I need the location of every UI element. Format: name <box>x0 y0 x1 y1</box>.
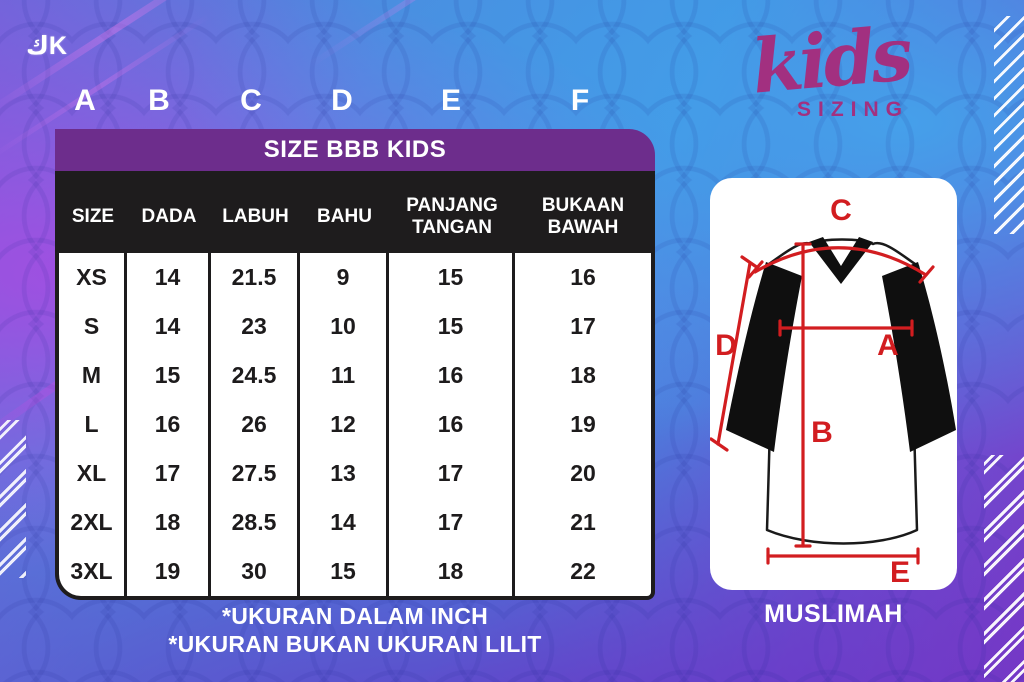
value-cell: 19 <box>570 411 596 437</box>
column-letter-a: A <box>74 84 96 117</box>
value-cell: 13 <box>300 449 389 498</box>
value-cell: 16 <box>389 400 515 449</box>
value-cell: 21.5 <box>211 253 300 302</box>
value-cell: 14 <box>127 302 211 351</box>
measure-label-a: A <box>877 329 899 362</box>
value-cell: 17 <box>389 498 515 547</box>
value-cell: 17 <box>389 449 515 498</box>
value-cell: 14 <box>300 498 389 547</box>
column-letter-b: B <box>148 84 170 117</box>
footnotes: *UKURAN DALAM INCH *UKURAN BUKAN UKURAN … <box>55 602 655 658</box>
kids-logo-subtitle: SIZING <box>796 98 909 122</box>
value-cell: 18 <box>127 498 211 547</box>
measure-label-c: C <box>830 194 852 227</box>
value-cell: 15 <box>389 253 515 302</box>
column-header-bukaan-bawah: BUKAAN BAWAH <box>541 194 625 238</box>
value-cell: 22 <box>570 558 596 584</box>
value-cell: 26 <box>211 400 300 449</box>
measure-label-e: E <box>889 556 911 589</box>
stripe-decoration-right-bottom <box>984 455 1024 682</box>
value-cell: 30 <box>211 547 300 596</box>
table-header-row: SIZE DADA LABUH BAHU PANJANG TANGAN BUKA… <box>55 171 655 253</box>
value-cell: 12 <box>300 400 389 449</box>
value-cell: 20 <box>570 460 596 486</box>
value-cell: 23 <box>211 302 300 351</box>
size-table: SIZE BBB KIDS SIZE DADA LABUH BAHU PANJA… <box>55 129 655 600</box>
column-header-bahu: BAHU <box>317 205 372 227</box>
size-cell: 2XL <box>59 498 127 547</box>
pink-streak-decoration <box>308 0 522 68</box>
diagram-caption: MUSLIMAH <box>764 600 903 628</box>
size-cell: S <box>59 302 127 351</box>
column-header-size: SIZE <box>71 205 115 227</box>
value-cell: 15 <box>389 302 515 351</box>
column-header-labuh: LABUH <box>222 205 289 227</box>
column-letter-d: D <box>331 84 353 117</box>
value-cell: 15 <box>300 547 389 596</box>
value-cell: 9 <box>300 253 389 302</box>
column-letter-e: E <box>440 84 462 117</box>
value-cell: 18 <box>570 362 596 388</box>
size-cell: 3XL <box>59 547 127 596</box>
value-cell: 17 <box>570 313 596 339</box>
value-cell: 10 <box>300 302 389 351</box>
column-letter-c: C <box>240 84 262 117</box>
value-cell: 14 <box>127 253 211 302</box>
size-cell: L <box>59 400 127 449</box>
column-header-dada: DADA <box>141 205 197 227</box>
muslimah-dress-diagram <box>710 237 956 565</box>
size-cell: XS <box>59 253 127 302</box>
value-cell: 28.5 <box>211 498 300 547</box>
measure-label-d: D <box>715 329 737 362</box>
value-cell: 16 <box>389 351 515 400</box>
footnote-line-2: *UKURAN BUKAN UKURAN LILIT <box>168 631 542 657</box>
table-body: XS 14 21.5 9 15 16 S 14 23 10 15 17 M 15… <box>55 253 655 600</box>
muslimah-diagram-card: C A B D E <box>710 178 957 590</box>
stripe-decoration-right-top <box>994 16 1024 234</box>
column-header-panjang-tangan: PANJANG TANGAN <box>406 194 498 238</box>
value-cell: 11 <box>300 351 389 400</box>
footnote-line-1: *UKURAN DALAM INCH <box>221 603 489 629</box>
kids-sizing-logo: kids SIZING <box>733 11 913 122</box>
brand-logo-arabic: ك <box>26 32 49 60</box>
value-cell: 21 <box>570 509 596 535</box>
size-cell: XL <box>59 449 127 498</box>
value-cell: 16 <box>127 400 211 449</box>
column-letter-row: A B C D E F <box>55 84 655 118</box>
size-cell: M <box>59 351 127 400</box>
value-cell: 24.5 <box>211 351 300 400</box>
value-cell: 27.5 <box>211 449 300 498</box>
value-cell: 16 <box>570 264 596 290</box>
brand-logo-latin: K <box>48 32 67 60</box>
table-title: SIZE BBB KIDS <box>55 129 655 171</box>
column-letter-f: F <box>570 84 590 117</box>
stripe-decoration-left <box>0 420 26 578</box>
value-cell: 18 <box>389 547 515 596</box>
value-cell: 19 <box>127 547 211 596</box>
measure-label-b: B <box>811 416 833 449</box>
value-cell: 17 <box>127 449 211 498</box>
value-cell: 15 <box>127 351 211 400</box>
kids-logo-script: kids <box>748 11 913 111</box>
